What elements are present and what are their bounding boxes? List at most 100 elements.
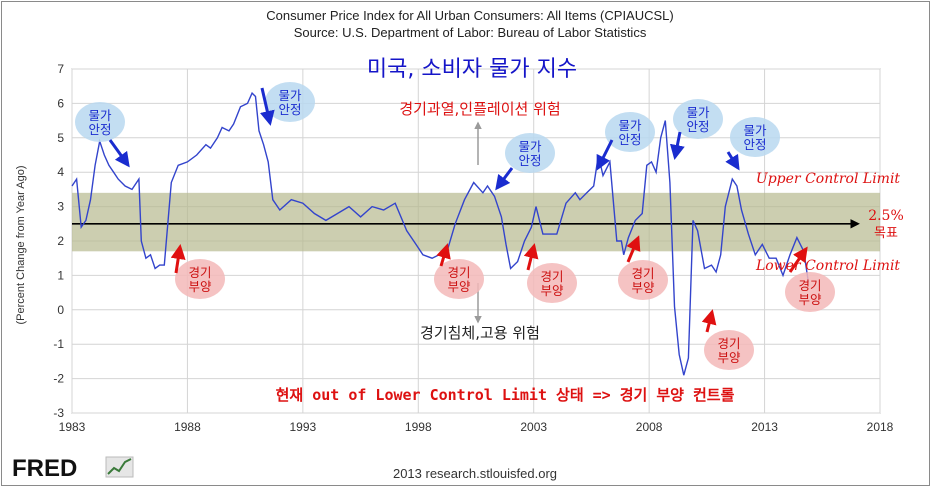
y-tick-label: 4 [57, 165, 64, 179]
price-stable-bubble-text: 물가 [618, 118, 642, 133]
x-tick-labels: 1983 1988 1993 1998 2003 2008 2013 2018 [59, 420, 894, 434]
price-stable-bubble-shape [75, 102, 125, 142]
y-tick-label: 2 [57, 234, 64, 248]
overheat-label: 경기과열,인플레이션 위험 [399, 100, 560, 118]
boost-arrow [788, 246, 808, 273]
price-stable-bubble-text: 안정 [743, 137, 766, 152]
x-tick-label: 2018 [867, 420, 894, 434]
stable-arrow [725, 151, 740, 171]
boost-arrow [436, 243, 451, 267]
y-tick-label: -2 [53, 372, 64, 386]
economy-boost-bubble-shape [175, 259, 225, 299]
x-tick-label: 2003 [520, 420, 547, 434]
economy-boost-bubble-text: 부양 [798, 292, 822, 307]
economy-boost-bubble-text: 부양 [188, 279, 212, 294]
boost-arrow [701, 309, 717, 333]
economy-boost-bubble-text: 부양 [717, 350, 741, 365]
y-tick-label: 6 [57, 96, 64, 110]
price-stable-bubble-text: 물가 [686, 105, 710, 120]
price-stable-bubble-shape [265, 82, 315, 122]
fred-logo: FRED [12, 455, 134, 482]
economy-boost-bubble-text: 부양 [540, 283, 564, 298]
x-tick-label: 1998 [405, 420, 432, 434]
economy-boost-bubble-shape [785, 272, 835, 312]
upper-control-limit-label: Upper Control Limit [756, 171, 901, 187]
lower-control-limit-label: Lower Control Limit [755, 258, 900, 274]
price-stable-bubble-shape [505, 133, 555, 173]
economy-boost-bubble-shape [704, 330, 754, 370]
price-stable-bubble-text: 물가 [88, 108, 112, 123]
bottom-note: 현재 out of Lower Control Limit 상태 => 경기 부… [276, 386, 735, 404]
price-stable-bubble-text: 안정 [88, 122, 111, 137]
price-stable-bubble-shape [730, 117, 780, 157]
boost-arrow [170, 244, 186, 274]
footer-credit: 2013 research.stlouisfed.org [393, 466, 557, 481]
x-tick-label: 1993 [290, 420, 317, 434]
stable-arrow [669, 131, 685, 160]
cpi-series-line [71, 91, 810, 376]
economy-boost-bubble-text: 부양 [447, 279, 471, 294]
economy-boost-bubble-shape [434, 259, 484, 299]
stable-arrow [596, 139, 614, 171]
economy-boost-bubble-shape [527, 263, 577, 303]
economy-boost-bubble-text: 경기 [447, 265, 470, 280]
y-tick-label: 3 [57, 200, 64, 214]
x-tick-label: 1983 [59, 420, 86, 434]
fred-logo-text: FRED [12, 455, 77, 482]
economy-boost-bubble-text: 경기 [631, 266, 654, 281]
control-band [72, 192, 880, 252]
economy-boost-bubble-text: 경기 [717, 336, 740, 351]
chart-subtitle: Source: U.S. Department of Labor: Bureau… [294, 25, 647, 40]
price-stable-bubble-text: 안정 [278, 102, 301, 117]
price-stable-bubble-text: 안정 [518, 153, 541, 168]
stable-arrow [260, 87, 275, 126]
target-sub-label: 목표 [874, 226, 898, 241]
chart-title: Consumer Price Index for All Urban Consu… [266, 8, 673, 23]
y-tick-label: 5 [57, 131, 64, 145]
stable-arrow [108, 139, 130, 168]
economy-boost-bubble-text: 경기 [540, 269, 563, 284]
x-tick-label: 2013 [751, 420, 778, 434]
price-stable-bubble-text: 물가 [743, 123, 767, 138]
price-stable-bubble-shape [673, 99, 723, 139]
stable-arrow [495, 167, 514, 191]
boost-arrow [626, 235, 641, 263]
price-stable-bubble-text: 안정 [618, 132, 641, 147]
annotation-arrows [108, 87, 808, 333]
x-tick-label: 2008 [636, 420, 663, 434]
y-tick-label: -3 [53, 406, 64, 420]
y-axis-label: (Percent Change from Year Ago) [15, 166, 27, 325]
y-tick-label: -1 [53, 337, 64, 351]
economy-boost-bubble-shape [618, 260, 668, 300]
price-stable-bubble-text: 안정 [686, 119, 709, 134]
y-tick-label: 0 [57, 303, 64, 317]
y-tick-label: 7 [57, 62, 64, 76]
recession-label: 경기침체,고용 위험 [420, 324, 540, 342]
target-value-label: 2.5% [868, 208, 904, 224]
price-stable-bubble-text: 물가 [278, 88, 302, 103]
y-tick-labels: -3 -2 -1 0 1 2 3 4 5 6 7 [53, 62, 64, 420]
economy-boost-bubble-text: 경기 [798, 278, 821, 293]
x-tick-label: 1988 [174, 420, 201, 434]
economy-boost-bubble-text: 경기 [188, 265, 211, 280]
price-stable-bubble-shape [605, 112, 655, 152]
price-stable-bubble-text: 물가 [518, 139, 542, 154]
korean-title: 미국, 소비자 물가 지수 [367, 57, 577, 82]
fred-logo-trend-icon [107, 458, 132, 475]
boost-arrow [523, 243, 539, 271]
